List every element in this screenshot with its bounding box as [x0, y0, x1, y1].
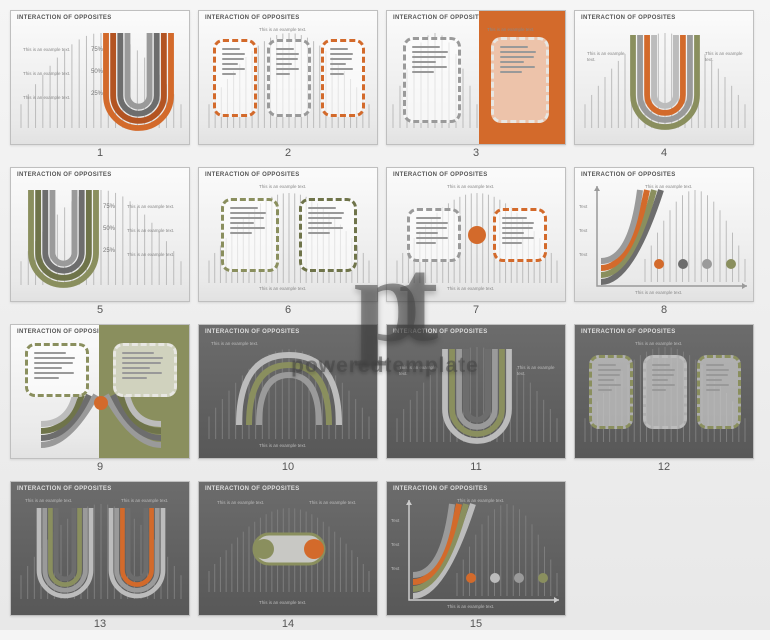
text-callout — [321, 39, 365, 117]
slide-thumbnail[interactable]: INTERACTION OF OPPOSITES This is an exam… — [10, 481, 190, 616]
slide-thumbnail[interactable]: INTERACTION OF OPPOSITES This is an exam… — [574, 10, 754, 145]
caption-text: This is an example text. — [259, 286, 329, 292]
svg-text:75%: 75% — [103, 204, 116, 210]
slide-cell: INTERACTION OF OPPOSITES75% 50% 25% This… — [10, 10, 190, 159]
svg-text:75%: 75% — [91, 47, 104, 53]
text-callout — [213, 39, 257, 117]
slide-number: 15 — [470, 618, 482, 630]
axis-y-label: Text — [579, 204, 587, 210]
slide-number: 11 — [470, 461, 481, 473]
slide-number: 1 — [97, 147, 103, 159]
slide-cell: INTERACTION OF OPPOSITES This is an exam… — [574, 10, 754, 159]
slide-number: 4 — [661, 147, 667, 159]
slide-number: 9 — [97, 461, 103, 473]
caption-text: This is an example text. — [487, 27, 557, 33]
text-callout — [643, 355, 687, 429]
slide-cell: INTERACTION OF OPPOSITES This is an exam… — [10, 481, 190, 630]
slide-number: 5 — [97, 304, 103, 316]
slide-number: 7 — [473, 304, 479, 316]
slide-thumbnail[interactable]: INTERACTION OF OPPOSITES This is an exam… — [386, 324, 566, 459]
caption-text: This is an example text. — [447, 286, 517, 292]
caption-text: This is an example text. — [517, 365, 557, 377]
slide-thumbnail[interactable]: INTERACTION OF OPPOSITES75% 50% 25% This… — [10, 10, 190, 145]
text-callout — [25, 343, 89, 397]
caption-text: This is an example text. — [705, 51, 745, 63]
slide-thumbnail[interactable]: INTERACTION OF OPPOSITES75% 50% 25% This… — [10, 167, 190, 302]
slide-number: 13 — [94, 618, 106, 630]
caption-text: This is an example text. — [23, 47, 78, 53]
axis-x-label: This is an example text. — [447, 604, 494, 610]
caption-text: This is an example text. — [399, 365, 439, 377]
caption-text: This is an example text. — [127, 228, 182, 234]
slide-thumbnail[interactable]: INTERACTION OF OPPOSITES — [10, 324, 190, 459]
caption-text: This is an example text. — [259, 443, 329, 449]
slide-thumbnail[interactable]: INTERACTION OF OPPOSITES This is an exam… — [198, 324, 378, 459]
slide-number: 10 — [282, 461, 294, 473]
text-callout — [589, 355, 633, 429]
text-callout — [697, 355, 741, 429]
text-callout — [267, 39, 311, 117]
slide-number: 6 — [285, 304, 291, 316]
slide-cell: INTERACTION OF OPPOSITES This is an exam… — [198, 324, 378, 473]
caption-text: This is an example text. — [211, 341, 271, 347]
slide-cell: INTERACTION OF OPPOSITES This is an exam… — [198, 481, 378, 630]
caption-text: This is an example text. — [259, 184, 329, 190]
caption-text: This is an example text. — [25, 498, 85, 504]
slide-thumbnail[interactable]: INTERACTION OF OPPOSITES This is an exam… — [386, 10, 566, 145]
slide-thumbnail[interactable]: INTERACTION OF OPPOSITES This is an — [386, 167, 566, 302]
caption-text: This is an example text. — [23, 95, 78, 101]
caption-text: This is an example text. — [587, 51, 627, 63]
caption-text: This is an example text. — [217, 500, 277, 506]
slide-cell: INTERACTION OF OPPOSITES This is an exam… — [198, 167, 378, 316]
slide-cell: INTERACTION OF OPPOSITES This is an exam… — [386, 481, 566, 630]
axis-x-label: This is an example text. — [635, 290, 682, 296]
svg-text:50%: 50% — [103, 226, 116, 232]
slide-cell: INTERACTION OF OPPOSITES75% 50% 25% This… — [10, 167, 190, 316]
text-callout — [491, 37, 549, 123]
caption-text: This is an example text. — [457, 498, 557, 504]
slide-number: 8 — [661, 304, 667, 316]
axis-y-label: Text — [579, 252, 587, 258]
caption-text: This is an example text. — [259, 600, 329, 606]
slide-number: 14 — [282, 618, 294, 630]
slide-cell: INTERACTION OF OPPOSITES This is an exam… — [386, 10, 566, 159]
axis-y-label: Text — [579, 228, 587, 234]
caption-text: This is an example text. — [447, 184, 517, 190]
slide-cell: INTERACTION OF OPPOSITES 9 — [10, 324, 190, 473]
caption-text: This is an example text. — [635, 341, 705, 347]
caption-text: This is an example text. — [127, 204, 182, 210]
caption-text: This is an example text. — [23, 71, 78, 77]
slide-thumbnail[interactable]: INTERACTION OF OPPOSITES — [198, 10, 378, 145]
caption-text: This is an example text. — [309, 500, 369, 506]
slide-cell: INTERACTION OF OPPOSITES This is an exam… — [574, 167, 754, 316]
slide-number: 3 — [473, 147, 479, 159]
svg-text:50%: 50% — [91, 69, 104, 75]
caption-text: This is an example text. — [121, 498, 181, 504]
slide-number: 12 — [658, 461, 670, 473]
slide-cell: INTERACTION OF OPPOSITES This is an — [386, 167, 566, 316]
axis-y-label: Text — [391, 542, 399, 548]
slide-thumbnail[interactable]: INTERACTION OF OPPOSITES This is an exam… — [574, 167, 754, 302]
slide-thumbnail-grid: INTERACTION OF OPPOSITES 75% 50% 25% This… — [0, 0, 770, 640]
slide-cell: INTERACTION OF OPPOSITES — [198, 10, 378, 159]
slide-cell: INTERACTION OF OPPOSITES — [574, 324, 754, 473]
axis-y-label: Text — [391, 566, 399, 572]
caption-text: This is an example text. — [645, 184, 745, 190]
slide-thumbnail[interactable]: INTERACTION OF OPPOSITES This is an exam… — [198, 481, 378, 616]
text-callout — [221, 198, 279, 272]
axis-y-label: Text — [391, 518, 399, 524]
svg-text:25%: 25% — [103, 248, 116, 254]
caption-text: This is an example text. — [127, 252, 182, 258]
text-callout — [403, 37, 461, 123]
slide-thumbnail[interactable]: INTERACTION OF OPPOSITES This is an exam… — [198, 167, 378, 302]
caption-text: This is an example text. — [259, 27, 329, 33]
text-callout — [299, 198, 357, 272]
slide-thumbnail[interactable]: INTERACTION OF OPPOSITES This is an exam… — [386, 481, 566, 616]
slide-number: 2 — [285, 147, 291, 159]
slide-thumbnail[interactable]: INTERACTION OF OPPOSITES — [574, 324, 754, 459]
svg-text:25%: 25% — [91, 91, 104, 97]
slide-cell: INTERACTION OF OPPOSITES This is an exam… — [386, 324, 566, 473]
text-callout — [113, 343, 177, 397]
